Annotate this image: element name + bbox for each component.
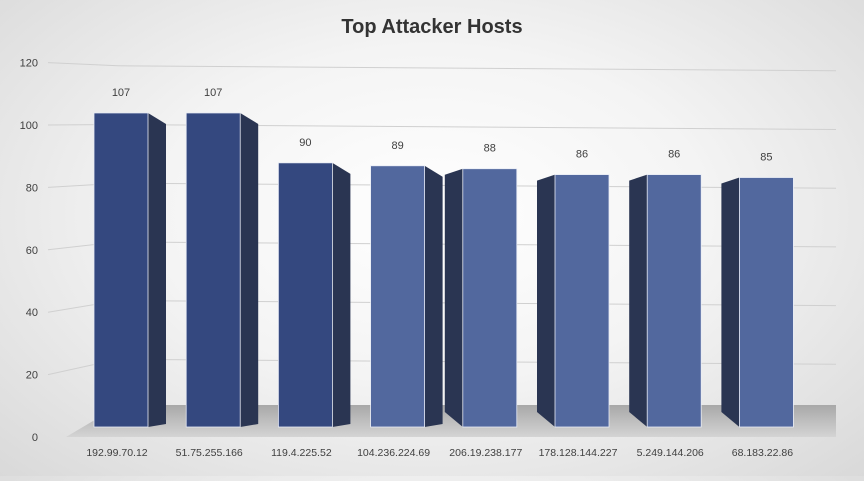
bars (93, 112, 794, 428)
x-tick-label: 192.99.70.12 (86, 447, 147, 459)
bar-side (148, 112, 166, 427)
data-label: 86 (668, 149, 680, 161)
gridline-diagonal (47, 62, 119, 67)
data-label: 86 (576, 149, 588, 161)
bar-6 (537, 174, 610, 428)
bar-front (739, 177, 794, 428)
y-tick-label: 0 (32, 432, 38, 444)
bar-side (537, 174, 555, 427)
chart-title: Top Attacker Hosts (341, 16, 522, 38)
data-labels: 107 107 90 89 88 86 86 85 (112, 87, 773, 164)
bar-side (444, 168, 463, 427)
bar-front (462, 168, 518, 428)
y-tick-label: 60 (26, 245, 38, 257)
bar-3 (277, 162, 351, 428)
y-tick-label: 80 (26, 182, 38, 194)
bar-front (646, 174, 702, 428)
data-label: 85 (760, 152, 772, 164)
data-label: 90 (299, 137, 311, 149)
x-tick-label: 51.75.255.166 (176, 447, 243, 459)
bar-8 (721, 177, 794, 428)
y-tick-label: 20 (26, 370, 38, 382)
y-tick-label: 40 (26, 307, 38, 319)
bar-front (370, 165, 426, 428)
y-axis-tick-labels: 0 20 40 60 80 100 120 (20, 58, 38, 444)
data-label: 107 (204, 87, 222, 99)
bar-front (185, 112, 241, 428)
bar-front (93, 112, 149, 428)
bar-4 (370, 165, 443, 428)
bar-side (424, 165, 443, 427)
bar-side (629, 174, 648, 427)
data-label: 88 (484, 143, 496, 155)
data-label: 107 (112, 87, 130, 99)
bar-front (277, 162, 333, 428)
bar-front (554, 174, 610, 428)
y-tick-label: 120 (20, 58, 38, 70)
x-tick-label: 206.19.238.177 (449, 447, 522, 459)
bar-side (332, 162, 351, 427)
x-tick-label: 119.4.225.52 (271, 447, 332, 459)
bar-5 (444, 168, 518, 428)
x-tick-label: 178.128.144.227 (539, 447, 618, 459)
bar-7 (629, 174, 702, 428)
gridline (117, 65, 837, 72)
y-tick-label: 100 (20, 120, 38, 132)
x-tick-label: 5.249.144.206 (637, 447, 704, 459)
x-axis-tick-labels: 192.99.70.12 51.75.255.166 119.4.225.52 104… (86, 447, 793, 459)
bar-side (240, 112, 259, 427)
data-label: 89 (391, 140, 403, 152)
x-tick-label: 68.183.22.86 (732, 447, 793, 459)
x-tick-label: 104.236.224.69 (357, 447, 430, 459)
bar-2 (185, 112, 259, 428)
bar-side (721, 177, 740, 427)
bar-1 (93, 112, 166, 428)
